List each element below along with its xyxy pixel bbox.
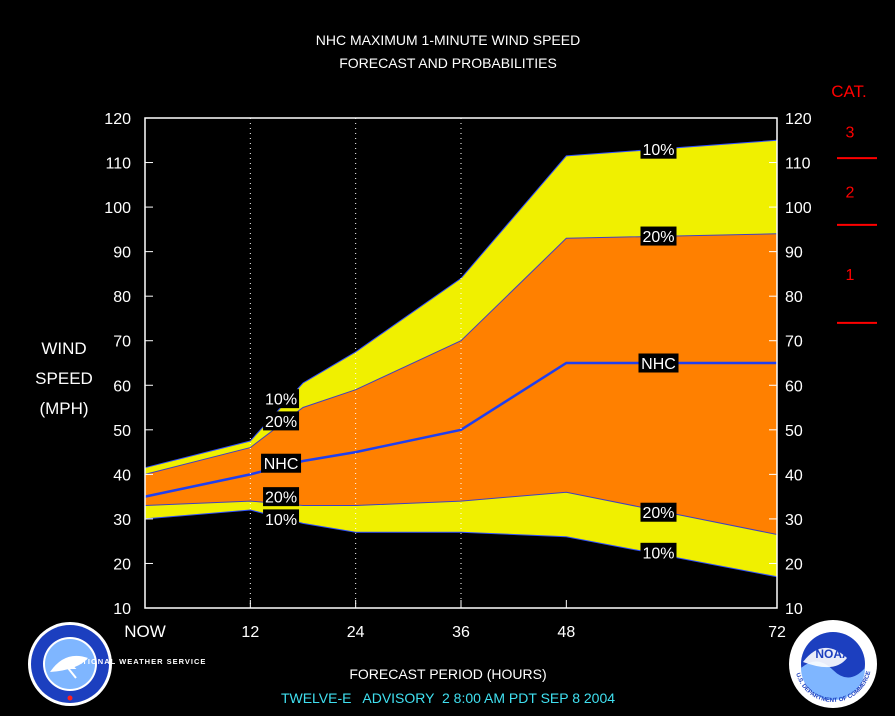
y-tick-label-left-20: 20: [113, 556, 131, 573]
plot-area: [144, 118, 778, 608]
band-labels: 10% 20% NHC 20% 10% 10% 20% NHC 20% 10%: [261, 139, 679, 562]
y-axis-title-line-3: (MPH): [39, 399, 88, 418]
lower-20-percent-line: [144, 491, 778, 535]
band-label-text: 20%: [642, 229, 674, 246]
band-label-2: NHC: [261, 453, 302, 473]
band-label-text: NHC: [264, 456, 299, 473]
band-label-box: [263, 411, 300, 431]
y-tick-label-left-80: 80: [113, 289, 131, 306]
y-tick-label-left-30: 30: [113, 512, 131, 529]
band-label-text: 10%: [642, 545, 674, 562]
band-label-text: 10%: [265, 392, 297, 409]
band-label-box: [261, 453, 302, 473]
y-tick-label-right-10: 10: [785, 601, 803, 618]
national-weather-service-seal: NATIONAL WEATHER SERVICE: [28, 622, 206, 706]
y-tick-label-right-110: 110: [785, 156, 811, 173]
upper-20-percent-line: [144, 233, 778, 475]
y-tick-label-left-100: 100: [104, 200, 131, 217]
y-tick-label-right-70: 70: [785, 334, 803, 351]
band-label-3: 20%: [263, 487, 300, 507]
band-label-text: 20%: [265, 414, 297, 431]
band-label-box: [263, 487, 300, 507]
band-label-box: [640, 542, 677, 562]
band-label-box: [640, 139, 677, 159]
y-tick-label-right-60: 60: [785, 378, 803, 395]
y-tick-label-right-20: 20: [785, 556, 803, 573]
band-label-7: NHC: [638, 353, 679, 373]
y-tick-label-right-120: 120: [785, 111, 812, 128]
y-tick-label-left-70: 70: [113, 334, 131, 351]
noaa-seal: NOAA U.S. DEPARTMENT OF COMMERCE: [789, 620, 877, 708]
lower-10-percent-line: [144, 509, 778, 578]
x-tick-label-72: 72: [768, 624, 786, 641]
category-label-2: 2: [846, 185, 855, 202]
band-label-text: 10%: [265, 512, 297, 529]
band-label-box: [263, 509, 300, 529]
band-label-8: 20%: [640, 502, 677, 522]
x-tick-label-12: 12: [241, 624, 259, 641]
band-label-box: [638, 353, 679, 373]
band-label-text: 20%: [642, 505, 674, 522]
x-tick-label-36: 36: [452, 624, 470, 641]
category-label-3: 3: [846, 124, 855, 141]
y-axis-title-line-1: WIND: [41, 339, 86, 358]
x-tick-label-now: NOW: [124, 622, 166, 641]
y-tick-label-right-40: 40: [785, 467, 803, 484]
axes: 10 10 20 20 30 30 40 40 50 50 60 60 70 70 80 80 90 90 100 1…: [104, 111, 812, 641]
band-label-text: 20%: [265, 490, 297, 507]
category-label-1: 1: [846, 267, 855, 284]
band-label-0: 10%: [263, 389, 300, 409]
x-axis-title: FORECAST PERIOD (HOURS): [349, 666, 546, 682]
nws-seal-text: NATIONAL WEATHER SERVICE: [70, 657, 206, 666]
y-tick-label-right-100: 100: [785, 200, 812, 217]
band-label-6: 20%: [640, 226, 677, 246]
y-tick-label-right-30: 30: [785, 512, 803, 529]
y-tick-label-left-40: 40: [113, 467, 131, 484]
category-legend-title: CAT.: [831, 82, 867, 101]
y-tick-label-left-60: 60: [113, 378, 131, 395]
advisory-footer: TWELVE-E ADVISORY 2 8:00 AM PDT SEP 8 20…: [281, 690, 615, 706]
y-tick-label-right-90: 90: [785, 245, 803, 262]
y-tick-label-left-120: 120: [104, 111, 131, 128]
y-tick-label-left-90: 90: [113, 245, 131, 262]
upper-10-percent-line: [144, 139, 778, 469]
band-label-5: 10%: [640, 139, 677, 159]
band-label-box: [640, 502, 677, 522]
nhc-forecast-line: [144, 361, 777, 498]
band-label-9: 10%: [640, 542, 677, 562]
x-tick-label-24: 24: [347, 624, 365, 641]
y-tick-label-left-110: 110: [105, 156, 131, 173]
band-label-text: 10%: [642, 142, 674, 159]
y-axis-title-line-2: SPEED: [35, 369, 93, 388]
band-label-1: 20%: [263, 411, 300, 431]
y-tick-label-left-50: 50: [113, 423, 131, 440]
y-tick-label-right-80: 80: [785, 289, 803, 306]
band-label-text: NHC: [641, 356, 676, 373]
x-tick-label-48: 48: [557, 624, 575, 641]
noaa-seal-text: NOAA: [815, 647, 851, 661]
band-label-4: 10%: [263, 509, 300, 529]
orange-20-percent-band: [145, 233, 777, 535]
chart-subtitle: FORECAST AND PROBABILITIES: [339, 55, 557, 71]
band-label-box: [640, 226, 677, 246]
y-axis-title: WIND SPEED (MPH): [35, 339, 93, 418]
band-label-box: [263, 389, 300, 409]
y-tick-label-right-50: 50: [785, 423, 803, 440]
y-tick-label-left-10: 10: [113, 601, 131, 618]
category-legend: CAT. 1 2 3: [831, 82, 877, 324]
chart-title: NHC MAXIMUM 1-MINUTE WIND SPEED: [316, 32, 580, 48]
